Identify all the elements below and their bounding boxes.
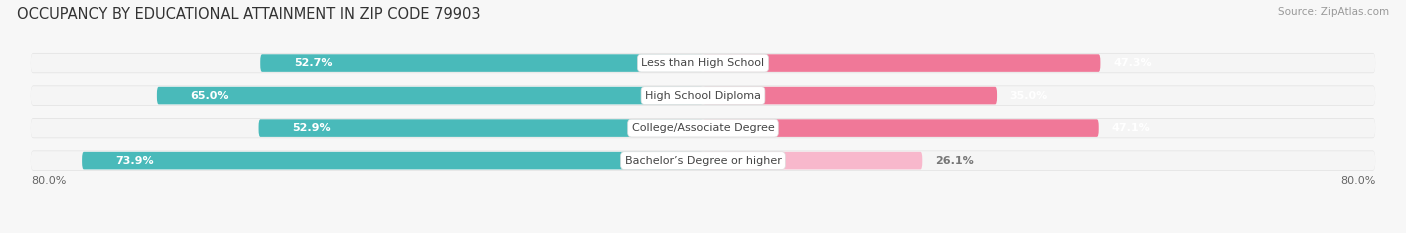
Text: OCCUPANCY BY EDUCATIONAL ATTAINMENT IN ZIP CODE 79903: OCCUPANCY BY EDUCATIONAL ATTAINMENT IN Z… xyxy=(17,7,481,22)
Text: 47.3%: 47.3% xyxy=(1114,58,1152,68)
FancyBboxPatch shape xyxy=(703,119,1098,137)
Text: Source: ZipAtlas.com: Source: ZipAtlas.com xyxy=(1278,7,1389,17)
Text: 47.1%: 47.1% xyxy=(1111,123,1150,133)
FancyBboxPatch shape xyxy=(260,54,703,72)
Text: 52.9%: 52.9% xyxy=(292,123,330,133)
Text: High School Diploma: High School Diploma xyxy=(645,91,761,101)
FancyBboxPatch shape xyxy=(703,152,922,169)
FancyBboxPatch shape xyxy=(157,87,703,104)
FancyBboxPatch shape xyxy=(31,151,1375,171)
Text: 80.0%: 80.0% xyxy=(1340,176,1375,186)
Text: 73.9%: 73.9% xyxy=(115,156,155,166)
FancyBboxPatch shape xyxy=(703,54,1101,72)
FancyBboxPatch shape xyxy=(259,119,703,137)
Text: 52.7%: 52.7% xyxy=(294,58,332,68)
Text: Bachelor’s Degree or higher: Bachelor’s Degree or higher xyxy=(624,156,782,166)
Text: 80.0%: 80.0% xyxy=(31,176,66,186)
FancyBboxPatch shape xyxy=(31,54,1375,72)
FancyBboxPatch shape xyxy=(31,86,1375,105)
Text: 65.0%: 65.0% xyxy=(190,91,229,101)
FancyBboxPatch shape xyxy=(31,119,1375,137)
Text: College/Associate Degree: College/Associate Degree xyxy=(631,123,775,133)
Text: 35.0%: 35.0% xyxy=(1010,91,1047,101)
FancyBboxPatch shape xyxy=(31,118,1375,138)
FancyBboxPatch shape xyxy=(31,151,1375,170)
Text: 26.1%: 26.1% xyxy=(935,156,973,166)
FancyBboxPatch shape xyxy=(31,53,1375,73)
Text: Less than High School: Less than High School xyxy=(641,58,765,68)
FancyBboxPatch shape xyxy=(31,86,1375,106)
FancyBboxPatch shape xyxy=(703,87,997,104)
FancyBboxPatch shape xyxy=(82,152,703,169)
